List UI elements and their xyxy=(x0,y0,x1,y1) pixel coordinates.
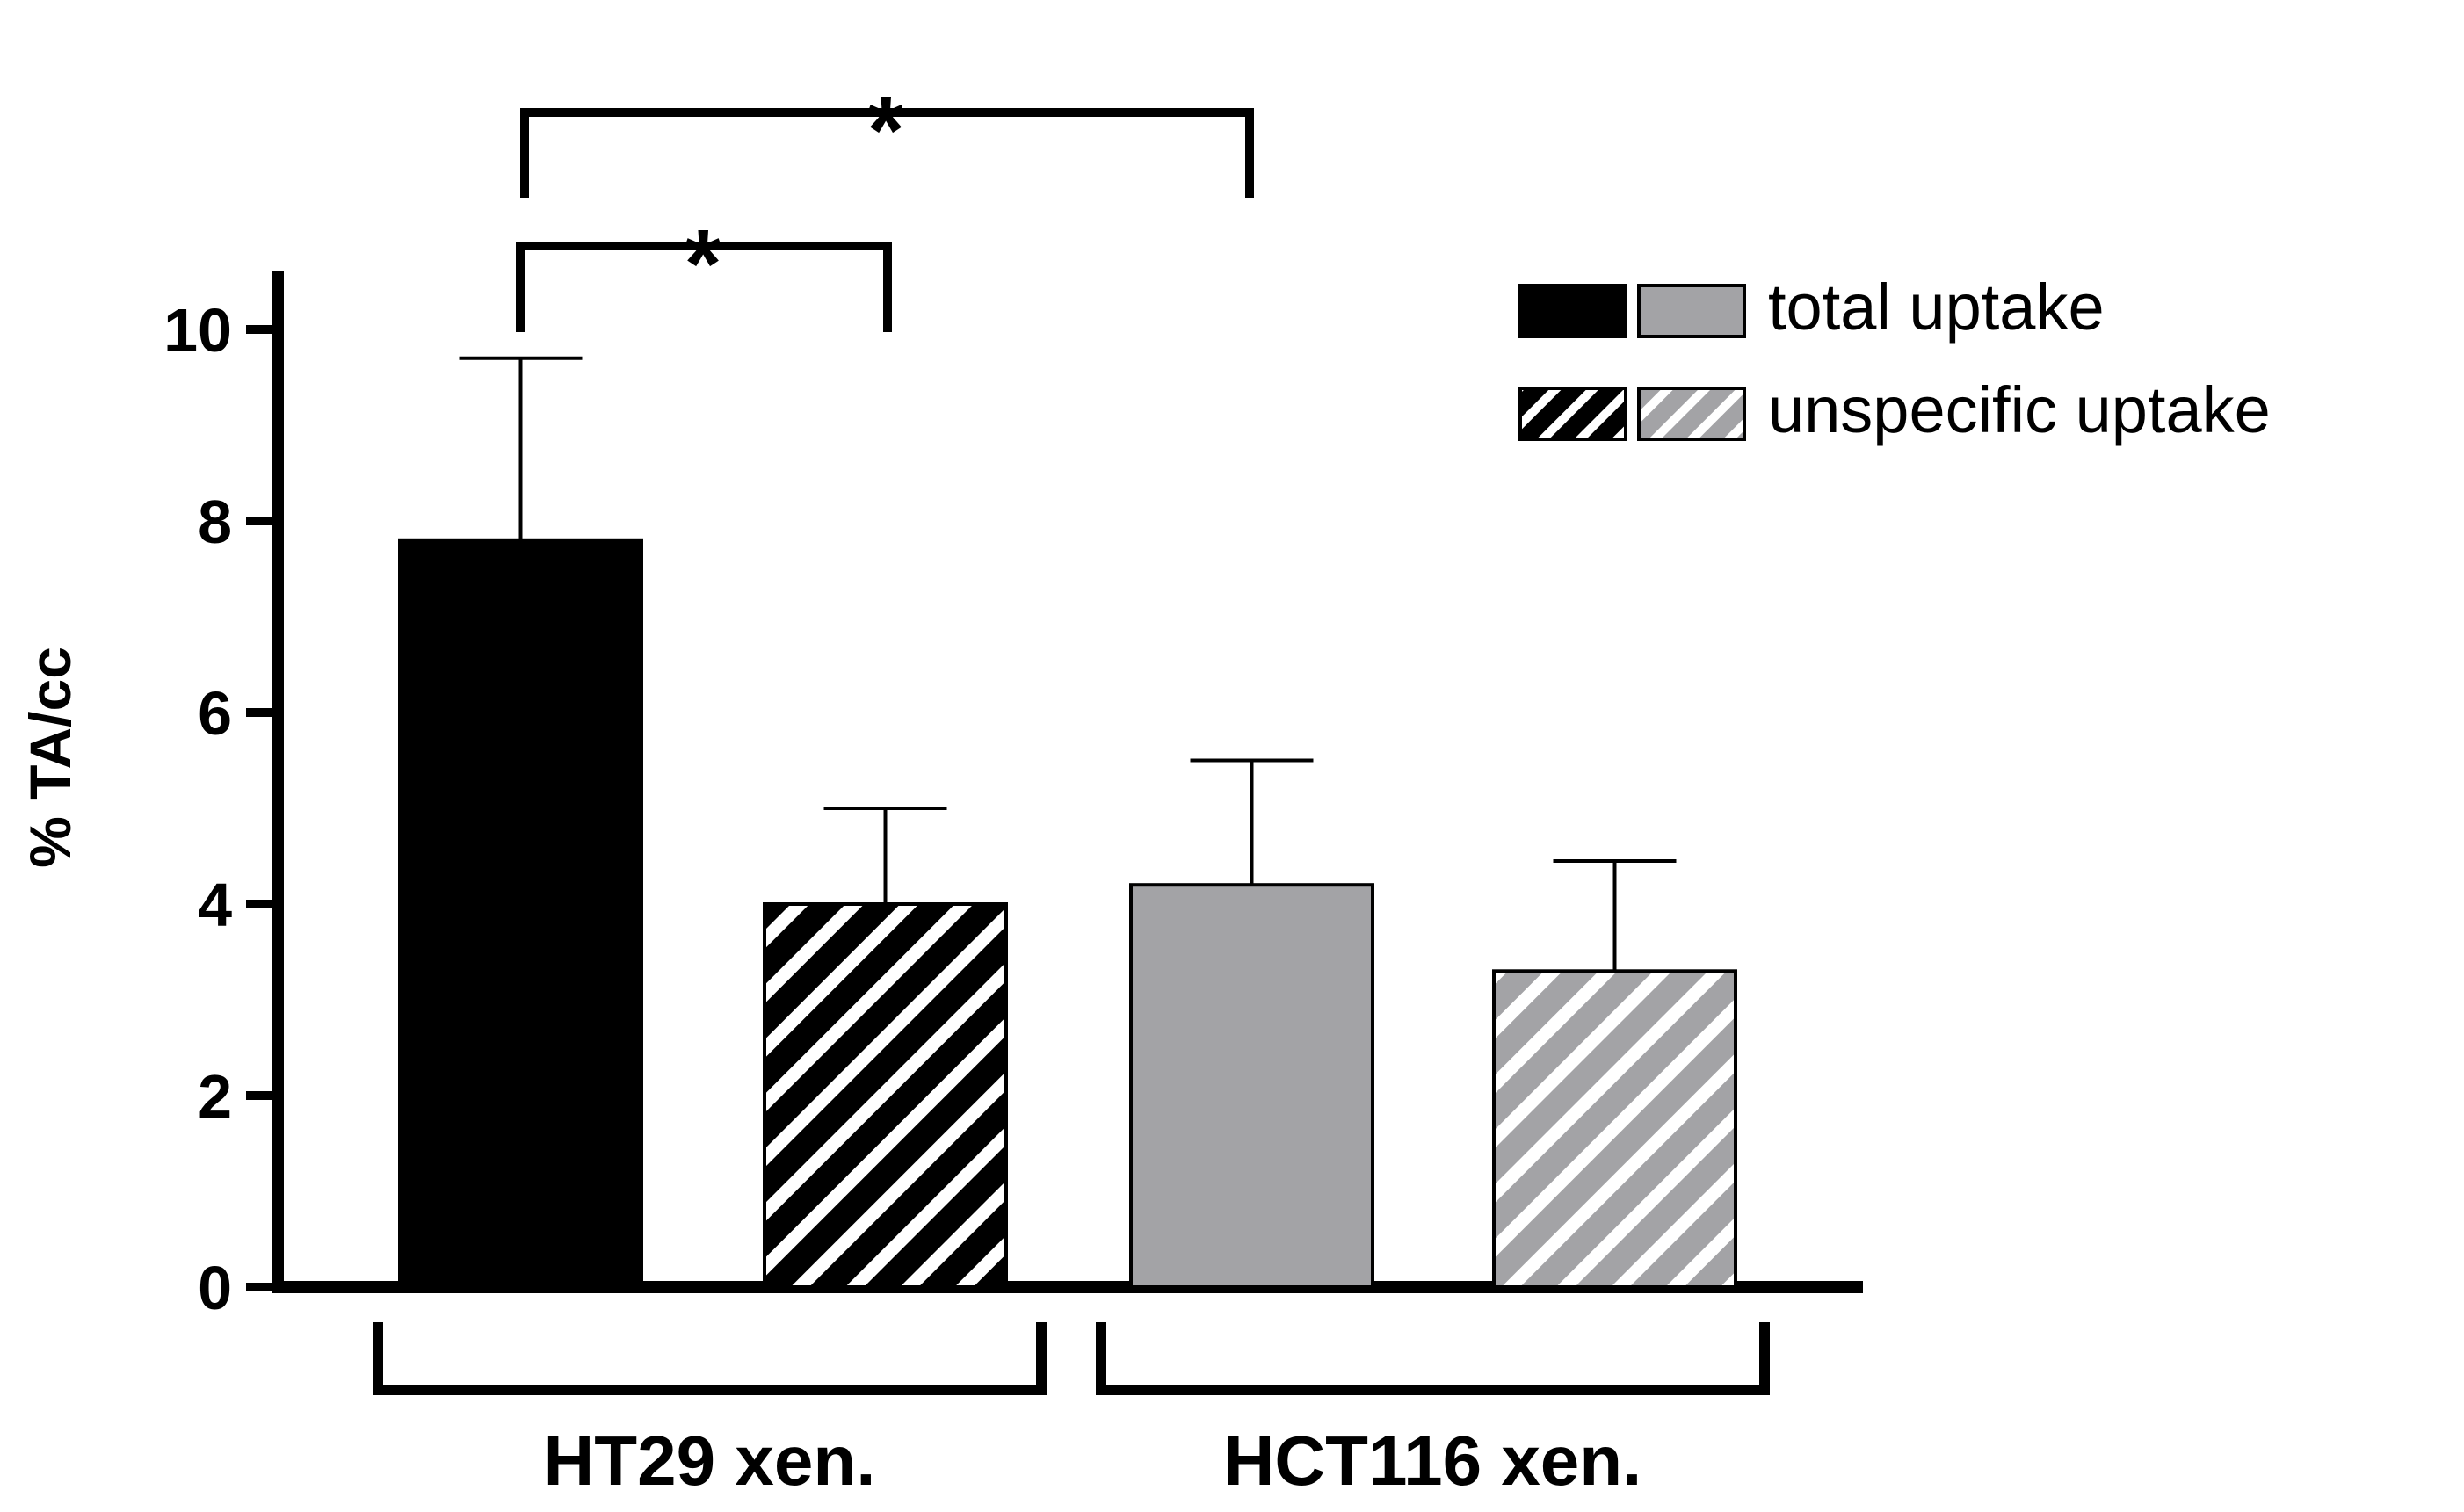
y-tick-label: 4 xyxy=(198,871,232,939)
bar xyxy=(763,902,1008,1289)
legend-swatch xyxy=(1637,387,1746,441)
y-axis: 0 2 4 6 8 10 xyxy=(163,271,284,1322)
bars xyxy=(398,538,1737,1290)
group-label: HCT116 xen. xyxy=(1224,1422,1642,1500)
y-tick-label: 8 xyxy=(198,488,232,556)
group-bracket xyxy=(373,1322,1047,1395)
legend-swatch xyxy=(1518,387,1627,441)
bar xyxy=(398,538,643,1289)
legend-swatch xyxy=(1637,284,1746,338)
significance-label: * xyxy=(685,210,722,318)
y-tick-label: 6 xyxy=(198,679,232,748)
significance-label: * xyxy=(867,76,905,184)
legend: total uptake unspecific uptake xyxy=(1518,271,2271,446)
bar xyxy=(1492,969,1737,1290)
y-axis-label: % TA/cc xyxy=(18,647,83,868)
legend-swatch xyxy=(1518,284,1627,338)
significance-brackets: ** xyxy=(516,76,1254,332)
significance-bracket xyxy=(516,242,892,332)
significance-bracket xyxy=(520,108,1254,198)
group-brackets: HT29 xen. HCT116 xen. xyxy=(373,1322,1770,1500)
y-tick-label: 2 xyxy=(198,1062,232,1131)
bar xyxy=(1129,883,1374,1289)
group-bracket xyxy=(1096,1322,1770,1395)
error-bars xyxy=(459,356,1677,972)
legend-label: unspecific uptake xyxy=(1768,373,2271,446)
y-tick-label: 0 xyxy=(198,1254,232,1322)
legend-label: total uptake xyxy=(1768,271,2105,344)
group-label: HT29 xen. xyxy=(544,1422,876,1500)
y-tick-label: 10 xyxy=(163,296,232,365)
